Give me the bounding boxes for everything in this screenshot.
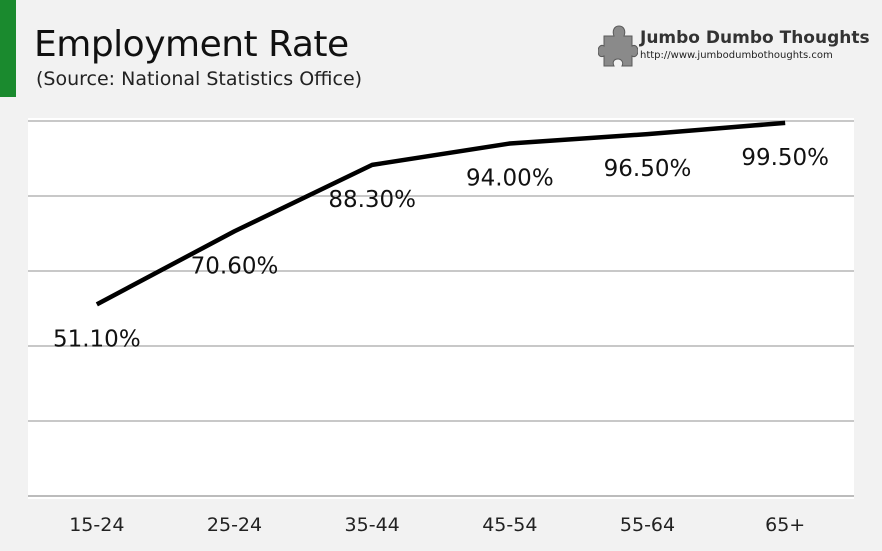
brand-url: http://www.jumbodumbothoughts.com: [640, 50, 833, 61]
data-label: 70.60%: [191, 253, 279, 279]
x-tick-label: 25-24: [207, 514, 262, 536]
brand-logo: Jumbo Dumbo Thoughts http://www.jumbodum…: [598, 22, 870, 70]
accent-bar: [0, 0, 16, 97]
puzzle-piece-icon: [598, 25, 638, 67]
plot-area: 51.10% 70.60% 88.30% 94.00% 96.50% 99.50%: [28, 118, 854, 499]
gridlines: [28, 120, 854, 497]
data-labels: 51.10% 70.60% 88.30% 94.00% 96.50% 99.50%: [53, 145, 829, 353]
series-line: [95, 120, 786, 307]
x-axis: 15-24 25-24 35-44 45-54 55-64 65+: [69, 514, 805, 536]
data-label: 51.10%: [53, 326, 141, 352]
x-tick-label: 15-24: [69, 514, 124, 536]
x-tick-label: 55-64: [620, 514, 675, 536]
data-label: 96.50%: [604, 156, 692, 182]
x-tick-labels: 15-24 25-24 35-44 45-54 55-64 65+: [69, 514, 805, 536]
x-tick-label: 65+: [765, 514, 805, 536]
data-label: 94.00%: [466, 166, 554, 192]
x-tick-label: 45-54: [482, 514, 537, 536]
series-polyline: [95, 120, 786, 307]
line-chart: 51.10% 70.60% 88.30% 94.00% 96.50% 99.50%: [28, 120, 854, 497]
x-tick-label: 35-44: [345, 514, 400, 536]
chart-subtitle: (Source: National Statistics Office): [36, 68, 363, 90]
data-label: 88.30%: [328, 187, 416, 213]
data-label: 99.50%: [741, 145, 829, 171]
chart-title: Employment Rate: [34, 24, 349, 65]
brand-name: Jumbo Dumbo Thoughts: [640, 28, 870, 48]
